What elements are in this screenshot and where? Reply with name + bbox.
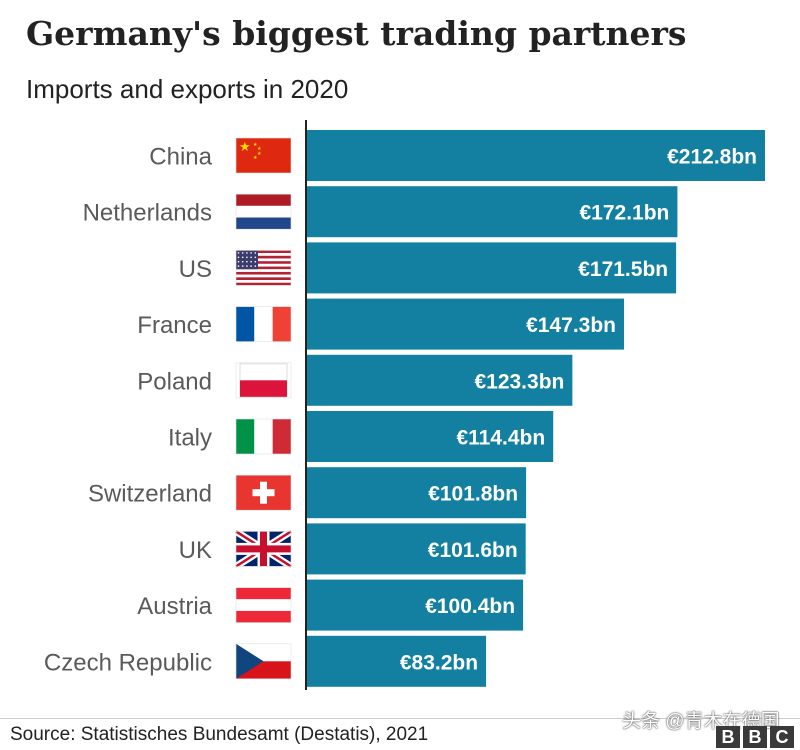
- bar-value-label-us: €171.5bn: [578, 258, 668, 281]
- bar-france: [307, 298, 625, 350]
- uk-flag-icon: [234, 528, 293, 570]
- bar-poland: [307, 354, 573, 406]
- svg-text:★: ★: [239, 140, 251, 155]
- category-label-austria: Austria: [137, 593, 212, 620]
- category-label-czech-republic: Czech Republic: [44, 649, 212, 676]
- bbc-logo-letter: C: [770, 726, 794, 748]
- watermark: 头条 @青木在德国: [622, 711, 780, 732]
- us-flag-icon: [235, 250, 292, 286]
- bar-czech-republic: [307, 635, 487, 687]
- bar-switzerland: [307, 467, 527, 519]
- chart-title: Germany's biggest trading partners: [26, 14, 687, 53]
- bar-value-label-uk: €101.6bn: [428, 539, 518, 562]
- category-label-netherlands: Netherlands: [83, 200, 212, 227]
- france-flag-icon: [235, 306, 292, 342]
- category-label-italy: Italy: [168, 425, 212, 452]
- bar-value-label-france: €147.3bn: [526, 314, 616, 337]
- bar-value-label-netherlands: €172.1bn: [580, 202, 670, 225]
- bar-value-label-poland: €123.3bn: [474, 370, 564, 393]
- source-note: Source: Statistisches Bundesamt (Destati…: [10, 724, 429, 745]
- svg-text:★: ★: [257, 146, 262, 152]
- bar-uk: [307, 523, 526, 575]
- bar-austria: [307, 579, 524, 631]
- category-label-us: US: [179, 256, 212, 283]
- footer-divider: [0, 718, 800, 719]
- china-flag-icon: ★ ★★★★: [235, 137, 292, 174]
- category-label-switzerland: Switzerland: [88, 481, 212, 508]
- category-label-uk: UK: [179, 537, 212, 564]
- svg-text:★: ★: [257, 151, 262, 157]
- bar-value-label-italy: €114.4bn: [456, 427, 545, 450]
- svg-text:★: ★: [253, 142, 258, 148]
- czech-republic-flag-icon: [235, 643, 292, 680]
- austria-flag-icon: [235, 587, 292, 623]
- italy-flag-icon: [235, 418, 292, 455]
- category-label-poland: Poland: [137, 368, 212, 395]
- bbc-logo-letter: B: [716, 726, 740, 748]
- poland-flag-icon: [235, 362, 292, 399]
- category-label-france: France: [137, 312, 212, 339]
- chart-subtitle: Imports and exports in 2020: [26, 74, 349, 104]
- bar-china: [307, 130, 765, 181]
- bar-us: [307, 242, 677, 294]
- bar-italy: [307, 411, 554, 462]
- bbc-logo: B B C: [716, 726, 794, 748]
- bar-value-label-czech-republic: €83.2bn: [400, 651, 478, 674]
- bar-value-label-switzerland: €101.8bn: [428, 483, 518, 506]
- category-label-china: China: [149, 144, 212, 171]
- netherlands-flag-icon: [235, 193, 292, 230]
- bar-netherlands: [307, 186, 678, 238]
- bar-value-label-austria: €100.4bn: [425, 595, 515, 618]
- bar-value-label-china: €212.8bn: [667, 146, 757, 169]
- bbc-logo-letter: B: [743, 726, 767, 748]
- switzerland-flag-icon: [235, 474, 292, 511]
- svg-text:★: ★: [253, 155, 258, 161]
